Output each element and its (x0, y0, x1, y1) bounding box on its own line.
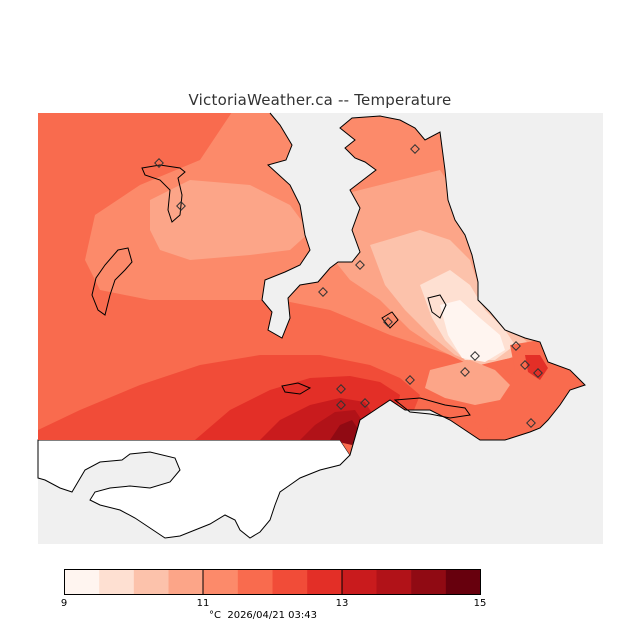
legend-tick-label: 9 (60, 598, 68, 609)
station-marker[interactable] (383, 317, 393, 327)
unit-label: °C (209, 610, 221, 621)
legend-swatch (445, 569, 481, 595)
legend-swatch (64, 569, 100, 595)
legend-cells (64, 569, 481, 595)
station-marker[interactable] (470, 351, 480, 361)
island-lake (427, 294, 447, 319)
legend-frame (64, 569, 481, 595)
legend-swatch (307, 569, 343, 595)
station-marker[interactable] (154, 158, 164, 168)
station-marker[interactable] (405, 375, 415, 385)
south-landmass (37, 439, 351, 539)
station-marker[interactable] (410, 144, 420, 154)
island-sidney (393, 397, 471, 419)
station-marker[interactable] (511, 341, 521, 351)
station-marker[interactable] (520, 360, 530, 370)
field-south-15 (330, 420, 360, 445)
station-marker[interactable] (533, 368, 543, 378)
field-se-warm (470, 340, 575, 432)
island-west (91, 247, 133, 316)
island-small (381, 311, 399, 329)
legend-swatch (341, 569, 377, 595)
legend-swatch (411, 569, 447, 595)
field-band-9 (440, 300, 505, 362)
station-marker[interactable] (336, 384, 346, 394)
field-south-mid (425, 360, 510, 405)
station-marker[interactable] (355, 260, 365, 270)
map-footer: °C 2026/04/21 03:43 (209, 610, 317, 621)
legend-tick-label: 15 (473, 598, 487, 609)
legend-swatch (99, 569, 135, 595)
station-marker[interactable] (336, 400, 346, 410)
legend-swatch (376, 569, 412, 595)
station-marker[interactable] (318, 287, 328, 297)
station-markers (154, 144, 543, 428)
legend-swatch (203, 569, 239, 595)
legend-swatch (272, 569, 308, 595)
legend-swatch (168, 569, 204, 595)
color-legend (64, 569, 481, 595)
timestamp: 2026/04/21 03:43 (227, 610, 317, 621)
coastline (261, 112, 586, 456)
island-north (141, 164, 186, 223)
map-title: VictoriaWeather.ca -- Temperature (188, 91, 452, 109)
legend-tick-label: 11 (196, 598, 210, 609)
station-marker[interactable] (460, 367, 470, 377)
field-se-hot (525, 355, 548, 380)
legend-swatch (237, 569, 273, 595)
island-south (281, 382, 312, 395)
station-marker[interactable] (526, 418, 536, 428)
station-marker[interactable] (360, 398, 370, 408)
legend-swatch (133, 569, 169, 595)
legend-tick-label: 13 (335, 598, 349, 609)
field-band-10-5 (150, 180, 310, 260)
station-marker[interactable] (176, 201, 186, 211)
